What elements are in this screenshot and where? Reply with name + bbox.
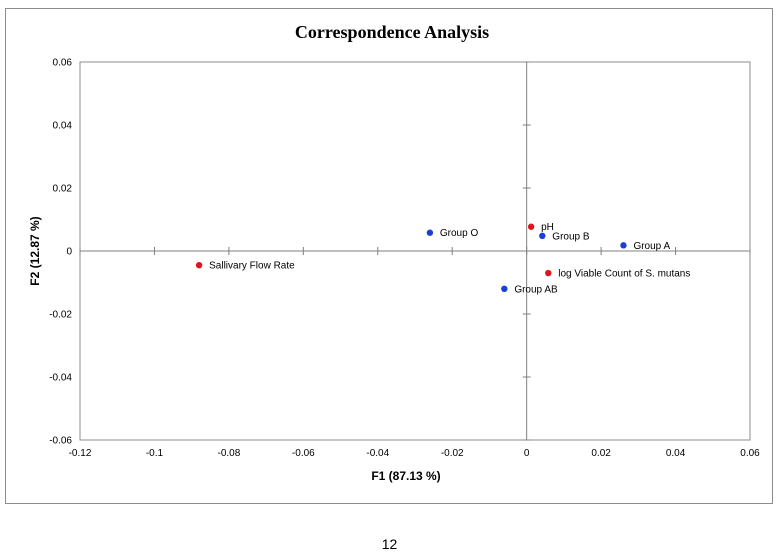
data-point (501, 285, 508, 292)
axes (79, 61, 751, 441)
x-tick-label: 0.02 (591, 448, 611, 459)
data-point (539, 232, 546, 240)
data-point-label: Group A (633, 241, 670, 252)
chart: Correspondence Analysis -0.12 -0.1 -0.08 -0… (28, 22, 761, 483)
y-axis-title: F2 (12.87 %) (28, 216, 42, 285)
x-axis-tick-labels: -0.12 -0.1 -0.08 -0.06 -0.04 -0.02 0 0.02 0.04 0.… (69, 448, 761, 459)
x-tick-label: 0.04 (666, 448, 686, 459)
x-tick-label: 0.06 (740, 448, 760, 459)
data-point (426, 229, 434, 236)
data-point-label: Group AB (514, 284, 558, 295)
x-tick-label: -0.04 (366, 448, 389, 459)
data-point-label: pH (541, 222, 554, 233)
x-tick-label: -0.02 (441, 448, 464, 459)
data-point-label: log Viable Count of S. mutans (558, 269, 690, 280)
x-tick-label: 0 (524, 448, 530, 459)
data-point-label: Group O (440, 228, 479, 239)
y-tick-label: 0 (66, 247, 72, 258)
page-number: 12 (381, 536, 398, 552)
data-point-label: Group B (552, 231, 590, 242)
chart-title: Correspondence Analysis (295, 22, 489, 42)
y-tick-label: 0.04 (53, 121, 73, 132)
x-tick-label: -0.08 (217, 448, 240, 459)
chart-frame: Correspondence Analysis -0.12 -0.1 -0.08 -0… (5, 8, 773, 504)
y-tick-label: -0.06 (49, 436, 72, 447)
data-point (195, 261, 203, 269)
data-point (527, 223, 535, 230)
x-tick-label: -0.06 (292, 448, 315, 459)
y-tick-label: -0.02 (49, 310, 72, 321)
y-tick-label: 0.02 (53, 184, 73, 195)
y-tick-label: -0.04 (49, 373, 72, 384)
data-point (545, 269, 552, 277)
x-axis-title: F1 (87.13 %) (371, 469, 440, 483)
x-tick-label: -0.12 (69, 448, 92, 459)
y-axis-tick-labels: 0.06 0.04 0.02 0 -0.02 -0.04 -0.06 (49, 58, 72, 447)
data-point-label: Sallivary Flow Rate (209, 261, 295, 272)
data-point (620, 242, 627, 249)
y-tick-label: 0.06 (53, 58, 73, 69)
x-tick-label: -0.1 (146, 448, 164, 459)
